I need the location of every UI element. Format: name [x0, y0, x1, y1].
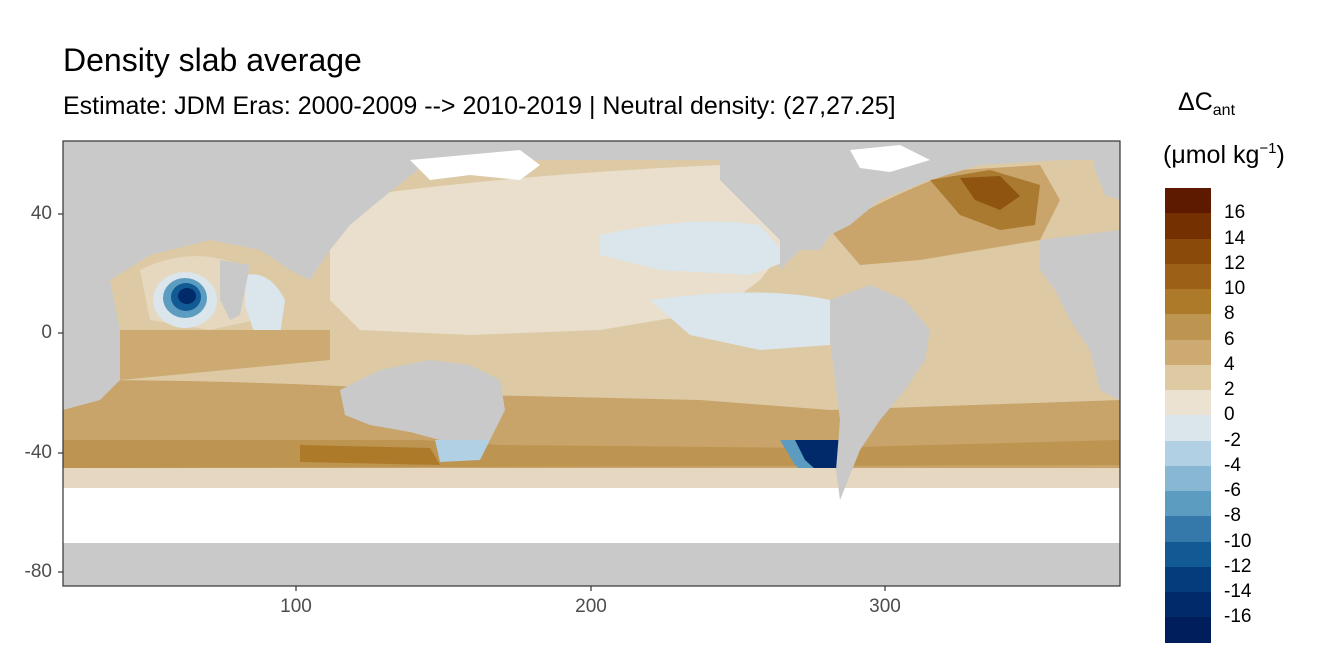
- land-europe-africa: [1040, 230, 1120, 400]
- arabian-sea-core: [178, 288, 196, 304]
- x-tick-label: 300: [869, 596, 901, 617]
- chart-title: Density slab average: [63, 42, 362, 78]
- legend-swatch: [1165, 491, 1211, 517]
- legend-label: -6: [1224, 480, 1241, 501]
- legend-swatch: [1165, 263, 1211, 289]
- legend-swatch: [1165, 440, 1211, 466]
- legend-label: -14: [1224, 581, 1252, 602]
- x-tick-label: 200: [575, 596, 607, 617]
- missing-data-alaska: [850, 145, 930, 172]
- legend-title-line-1: ΔCant: [1178, 88, 1236, 119]
- legend-swatch: [1165, 213, 1211, 239]
- legend-label: 14: [1224, 227, 1246, 249]
- missing-data-north: [410, 150, 540, 180]
- legend-colorbar: [1165, 188, 1211, 643]
- legend-label: -10: [1224, 530, 1252, 552]
- x-tick-label: 100: [280, 596, 312, 617]
- legend-swatch: [1165, 238, 1211, 264]
- legend-swatch: [1165, 390, 1211, 416]
- legend-label: 6: [1224, 328, 1235, 350]
- south-pacific-edge: [780, 440, 840, 488]
- legend-label: -2: [1224, 429, 1241, 451]
- pacific-equatorial-blue-region: [650, 292, 830, 350]
- legend-label: -8: [1224, 505, 1241, 527]
- antarctic-missing-band: [63, 488, 1120, 543]
- chart-subtitle: Estimate: JDM Eras: 2000-2009 --> 2010-2…: [63, 92, 896, 120]
- southern-dark-band: [300, 445, 440, 465]
- legend-swatch: [1165, 364, 1211, 390]
- land-north-america: [720, 141, 1080, 270]
- legend-swatch: [1165, 566, 1211, 592]
- y-tick-label: 0: [41, 322, 52, 343]
- legend-label: -16: [1224, 606, 1252, 628]
- land-australia: [340, 360, 505, 440]
- legend-label: 12: [1224, 252, 1246, 274]
- legend-label: 0: [1224, 404, 1235, 426]
- legend-label: 8: [1224, 303, 1235, 325]
- legend-label: 10: [1224, 278, 1246, 299]
- legend-swatch: [1165, 415, 1211, 441]
- y-tick-label: -80: [24, 561, 52, 582]
- legend-label: -12: [1224, 555, 1252, 577]
- legend-swatch: [1165, 314, 1211, 340]
- legend-swatch: [1165, 541, 1211, 567]
- legend-swatch: [1165, 592, 1211, 618]
- legend-swatch: [1165, 516, 1211, 542]
- south-tropical-band: [120, 330, 330, 380]
- antarctica-land: [63, 543, 1120, 586]
- tasman-light-blue: [435, 440, 490, 462]
- land-eurasia: [63, 141, 520, 290]
- bay-of-bengal-region: [245, 274, 285, 335]
- antarctic-margin-pale: [63, 468, 1120, 488]
- land-greenland: [1090, 141, 1120, 200]
- north-atlantic-peak-region: [960, 176, 1020, 210]
- pacific-light-region: [330, 165, 800, 335]
- legend-swatch: [1165, 617, 1211, 643]
- y-tick-label: -40: [24, 442, 52, 463]
- legend-swatch: [1165, 339, 1211, 365]
- y-tick-label: 40: [30, 203, 52, 224]
- x-axis-ticks: [295, 586, 886, 591]
- legend-label: 16: [1224, 202, 1246, 224]
- legend-label: 2: [1224, 379, 1235, 400]
- legend-label: -4: [1224, 454, 1241, 476]
- legend-label: 4: [1224, 353, 1235, 375]
- legend-title-line-2: (μmol kg−1): [1163, 140, 1285, 169]
- legend-swatch: [1165, 289, 1211, 315]
- land-africa-east: [63, 280, 120, 410]
- legend-swatch: [1165, 465, 1211, 491]
- land-south-america: [830, 285, 930, 500]
- y-axis-ticks: [58, 213, 63, 573]
- land-indian-subcontinent: [220, 260, 250, 320]
- legend-swatch: [1165, 188, 1211, 214]
- pacific-north-blue-region: [600, 221, 790, 275]
